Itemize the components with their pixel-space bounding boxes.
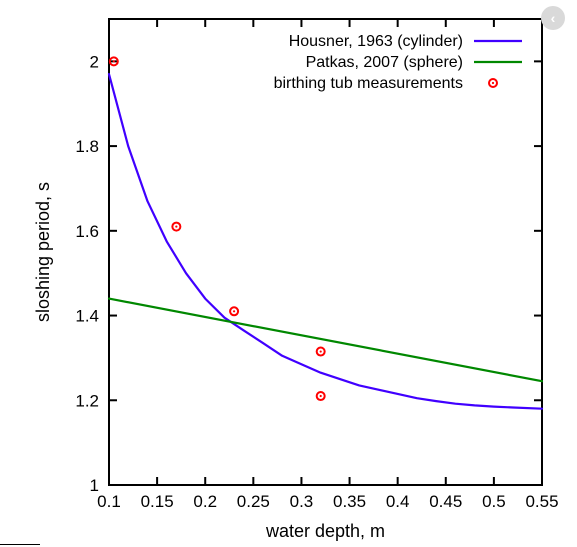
x-tick-label: 0.55 [525, 492, 558, 511]
x-tick-label: 0.35 [333, 492, 366, 511]
close-button[interactable]: ‹ [541, 6, 565, 30]
legend-label-patkas: Patkas, 2007 (sphere) [306, 54, 463, 71]
measurement-point-center [112, 60, 115, 63]
measurement-point-center [232, 310, 236, 313]
x-tick-label: 0.4 [386, 492, 410, 511]
x-tick-label: 0.2 [193, 492, 217, 511]
chevron-left-icon: ‹ [550, 10, 556, 26]
legend-entry-housner: Housner, 1963 (cylinder) [289, 33, 522, 50]
measurement-point [315, 346, 326, 357]
measurement-point [171, 221, 182, 232]
y-axis-label: sloshing period, s [33, 182, 53, 322]
measurement-points [108, 56, 326, 402]
plot-frame [108, 18, 543, 486]
patkas-line [107, 297, 544, 383]
legend: Housner, 1963 (cylinder) Patkas, 2007 (s… [274, 33, 522, 92]
x-tick-label: 0.45 [429, 492, 462, 511]
bottom-divider [0, 544, 40, 545]
x-axis-ticks: 0.1 0.15 0.2 0.25 0.3 0.35 0.4 0.45 0.5 0.55 [97, 19, 559, 511]
x-tick-label: 0.15 [141, 492, 174, 511]
y-tick-label: 1.2 [75, 391, 99, 410]
series-group [107, 72, 544, 410]
measurement-point-center [175, 225, 178, 228]
x-tick-label: 0.5 [482, 492, 506, 511]
y-axis-ticks: 1 1.2 1.4 1.6 1.8 2 [75, 52, 542, 495]
legend-entry-measurements: birthing tub measurements [274, 75, 498, 92]
x-tick-label: 0.25 [237, 492, 270, 511]
y-tick-label: 1.4 [75, 307, 99, 326]
housner-curve [107, 72, 544, 410]
measurement-point-center [319, 350, 322, 353]
measurement-point [315, 391, 326, 402]
legend-entry-patkas: Patkas, 2007 (sphere) [306, 54, 522, 71]
plot-area: 0.1 0.15 0.2 0.25 0.3 0.35 0.4 0.45 0.5 0.55 1 1.2… [75, 18, 559, 511]
measurement-point-center [319, 394, 322, 398]
x-axis-label: water depth, m [265, 521, 385, 541]
legend-label-housner: Housner, 1963 (cylinder) [289, 33, 463, 50]
legend-label-measurements: birthing tub measurements [274, 75, 463, 92]
y-tick-label: 1 [90, 476, 99, 495]
legend-swatch-measurements [488, 78, 498, 88]
x-tick-label: 0.3 [290, 492, 314, 511]
y-tick-label: 2 [90, 52, 99, 71]
legend-swatch-measurements-center [491, 81, 495, 85]
x-tick-label: 0.1 [97, 492, 121, 511]
measurement-point [229, 306, 240, 317]
y-tick-label: 1.6 [75, 222, 99, 241]
measurement-point [108, 56, 119, 67]
y-tick-label: 1.8 [75, 137, 99, 156]
